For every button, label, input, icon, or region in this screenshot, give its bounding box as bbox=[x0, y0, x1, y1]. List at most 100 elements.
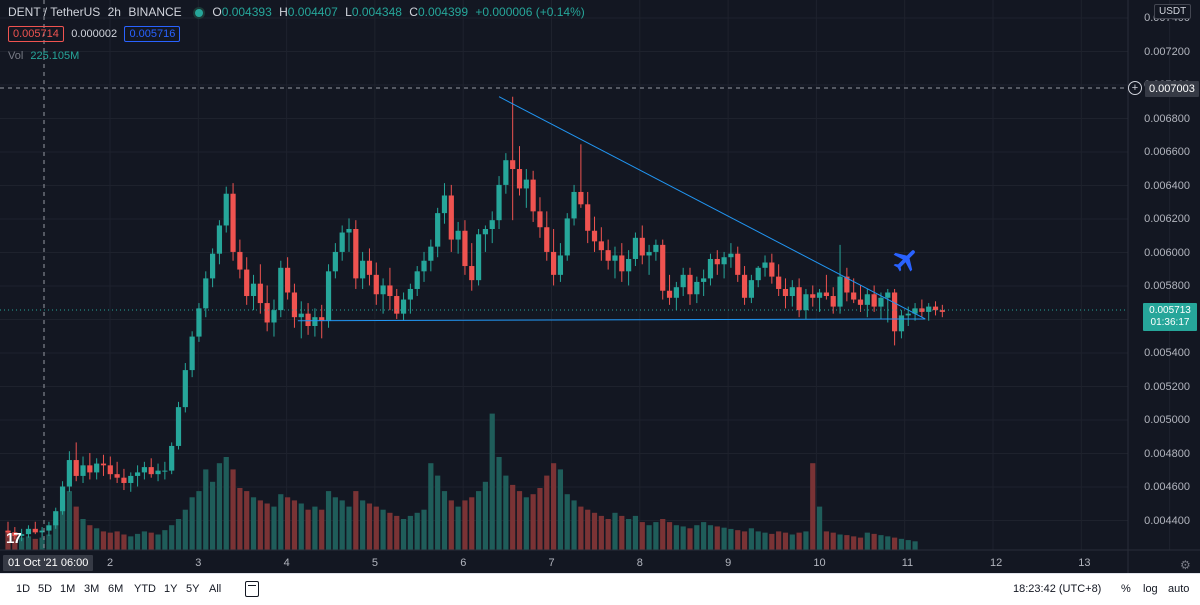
candle bbox=[701, 269, 707, 297]
candle bbox=[285, 257, 291, 300]
clock-timezone[interactable]: 18:23:42 (UTC+8) bbox=[1013, 583, 1102, 595]
volume-bar bbox=[810, 463, 816, 550]
candle-body bbox=[407, 288, 413, 300]
range-button-6m[interactable]: 6M bbox=[108, 583, 124, 595]
volume-bar bbox=[673, 525, 679, 550]
volume-bar bbox=[878, 535, 884, 550]
candle-body bbox=[707, 258, 714, 279]
spread-value: 0.000002 bbox=[71, 28, 118, 40]
volume-bar bbox=[169, 525, 175, 550]
candle bbox=[5, 521, 11, 538]
tradingview-logo[interactable]: 17 bbox=[6, 530, 22, 547]
log-scale-button[interactable]: log bbox=[1143, 583, 1158, 595]
candle-body bbox=[360, 260, 366, 279]
range-button-3m[interactable]: 3M bbox=[84, 583, 100, 595]
time-tick-label: 10 bbox=[813, 557, 826, 569]
candle bbox=[666, 274, 673, 305]
candle bbox=[639, 225, 645, 265]
volume-bar bbox=[776, 531, 782, 550]
candle-body bbox=[203, 278, 209, 309]
candle-body bbox=[475, 234, 482, 281]
time-tick-label: 7 bbox=[548, 557, 555, 569]
range-button-1y[interactable]: 1Y bbox=[164, 583, 178, 595]
sell-price-button[interactable]: 0.005714 bbox=[8, 26, 64, 42]
range-button-5y[interactable]: 5Y bbox=[186, 583, 200, 595]
volume-bar bbox=[796, 532, 802, 550]
candle-body bbox=[87, 465, 93, 473]
candle-body bbox=[5, 530, 11, 533]
candle-body bbox=[714, 258, 720, 265]
symbol-name[interactable]: DENT / TetherUS bbox=[8, 5, 101, 19]
volume-bar bbox=[59, 500, 66, 550]
volume-bar bbox=[455, 506, 461, 550]
symbol-legend[interactable]: DENT / TetherUS 2h BINANCE O0.004393 H0.… bbox=[8, 5, 589, 19]
candle bbox=[394, 288, 400, 319]
candle bbox=[605, 239, 611, 270]
candle-body bbox=[162, 470, 168, 472]
candle bbox=[516, 146, 523, 196]
volume-bar bbox=[503, 475, 509, 550]
volume-bar bbox=[762, 532, 768, 550]
candle bbox=[264, 285, 270, 332]
candle bbox=[325, 264, 332, 328]
high-key: H bbox=[279, 5, 288, 19]
candle bbox=[646, 244, 652, 275]
volume-bar bbox=[285, 497, 291, 550]
go-to-date-calendar-icon[interactable] bbox=[245, 581, 259, 597]
candle-body bbox=[339, 232, 345, 252]
candle-body bbox=[46, 525, 52, 531]
candle-body bbox=[175, 407, 182, 446]
candle bbox=[632, 232, 639, 267]
volume-bar bbox=[646, 525, 652, 550]
volume-bar bbox=[844, 535, 850, 550]
candle-body bbox=[571, 191, 577, 219]
candle bbox=[237, 239, 243, 279]
percent-scale-button[interactable]: % bbox=[1121, 583, 1131, 595]
candle bbox=[735, 246, 741, 282]
candle-body bbox=[762, 262, 768, 268]
candle bbox=[203, 271, 209, 318]
buy-price-button[interactable]: 0.005716 bbox=[124, 26, 181, 42]
range-button-all[interactable]: All bbox=[209, 583, 222, 595]
range-button-ytd[interactable]: YTD bbox=[134, 583, 156, 595]
volume-bar bbox=[612, 512, 618, 550]
volume-bar bbox=[782, 532, 789, 550]
candle-body bbox=[134, 472, 141, 476]
volume-bar bbox=[837, 534, 843, 550]
volume-bar bbox=[230, 469, 236, 550]
candle bbox=[557, 243, 564, 282]
volume-bar bbox=[885, 536, 891, 550]
candle bbox=[353, 220, 359, 289]
volume-bar bbox=[121, 534, 127, 550]
candle-body bbox=[244, 269, 250, 297]
candle-body bbox=[837, 276, 843, 307]
market-status-icon bbox=[195, 8, 203, 17]
range-button-1d[interactable]: 1D bbox=[16, 583, 31, 595]
candle-body bbox=[380, 285, 386, 295]
candle bbox=[421, 251, 427, 282]
range-button-5d[interactable]: 5D bbox=[38, 583, 53, 595]
currency-badge[interactable]: USDT bbox=[1154, 4, 1192, 19]
candle bbox=[571, 184, 577, 226]
range-button-1m[interactable]: 1M bbox=[60, 583, 76, 595]
interval-label[interactable]: 2h bbox=[107, 5, 121, 19]
candle-body bbox=[482, 228, 488, 235]
candle-body bbox=[769, 262, 775, 277]
candle bbox=[762, 255, 768, 277]
candle-body bbox=[632, 237, 639, 259]
candle-body bbox=[32, 528, 38, 533]
volume-bar bbox=[66, 491, 72, 550]
settings-gear-icon[interactable]: ⚙ bbox=[1180, 558, 1191, 572]
add-alert-plus-icon[interactable]: + bbox=[1128, 81, 1142, 95]
candle bbox=[141, 461, 147, 480]
candle bbox=[864, 288, 870, 318]
candle bbox=[878, 292, 884, 319]
volume-bar bbox=[694, 525, 700, 550]
time-tick-label: 2 bbox=[107, 557, 114, 569]
price-tick-label: 0.006400 bbox=[1144, 179, 1190, 192]
auto-scale-button[interactable]: auto bbox=[1168, 583, 1190, 595]
candle-body bbox=[510, 160, 516, 170]
volume-legend[interactable]: Vol 225.105M bbox=[8, 50, 83, 62]
volume-bar bbox=[407, 515, 413, 550]
